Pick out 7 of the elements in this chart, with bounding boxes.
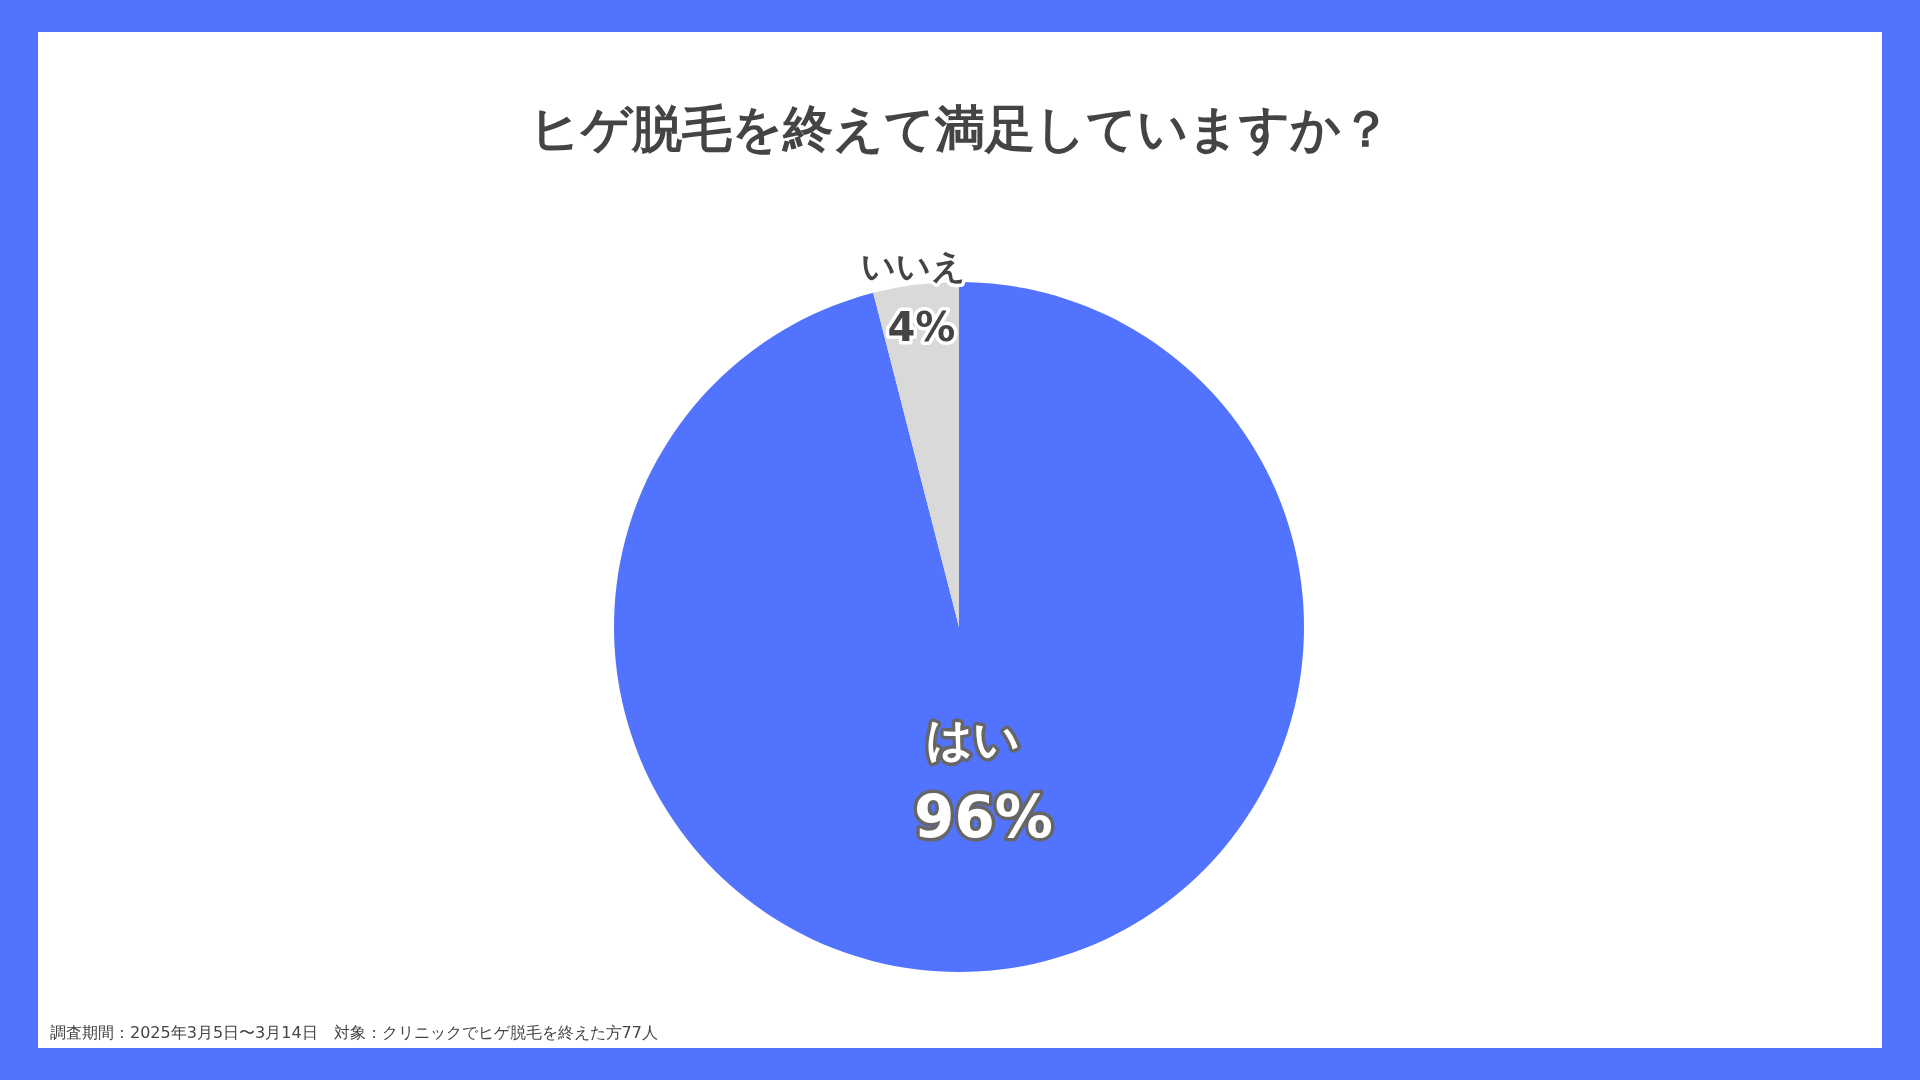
data-label: 96% — [914, 783, 1053, 852]
slice-label: いいえ — [861, 245, 967, 286]
data-label: 4% — [887, 304, 956, 351]
text: 調査期間：2025年3月5日〜3月14日 対象：クリニックでヒゲ脱毛を終えた方77人 — [50, 1023, 658, 1042]
pie-slice — [614, 282, 1304, 972]
chart-title: ヒゲ脱毛を終えて満足していますか？ — [529, 100, 1391, 158]
slice-label: はい — [926, 712, 1021, 767]
